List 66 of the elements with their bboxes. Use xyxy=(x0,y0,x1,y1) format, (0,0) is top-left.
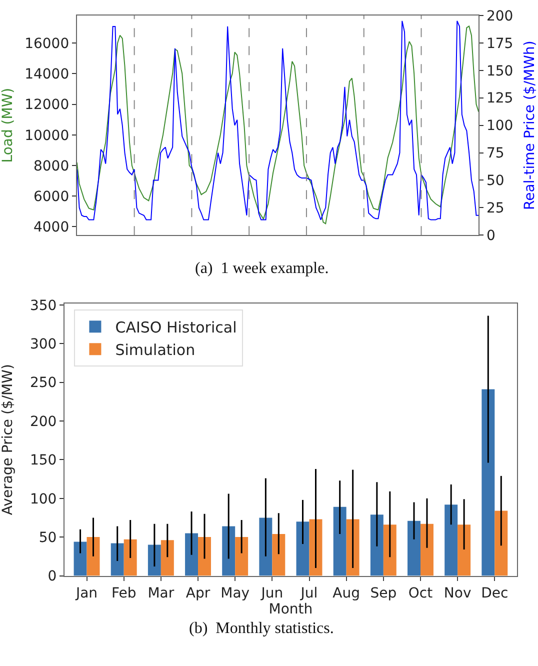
y2-tick-label: 200 xyxy=(486,8,514,24)
bar xyxy=(370,514,384,576)
y-tick-label: 350 xyxy=(30,298,57,314)
bar xyxy=(408,520,420,576)
bar xyxy=(110,543,124,576)
x-tick-label: Apr xyxy=(186,586,210,602)
bar xyxy=(482,389,495,576)
y-axis-title: Load (MW) xyxy=(0,88,16,163)
y2-tick-label: 125 xyxy=(486,90,514,107)
y-tick-label: 150 xyxy=(30,452,57,469)
x-axis-title: Month xyxy=(268,602,313,618)
y2-tick-label: 150 xyxy=(486,63,514,80)
x-tick-label: Oct xyxy=(408,586,434,602)
y-axis-title: Average Price ($/MW) xyxy=(0,364,16,516)
bar xyxy=(148,544,161,576)
y2-tick-label: 25 xyxy=(486,200,504,217)
bar xyxy=(74,542,87,576)
bar xyxy=(383,524,396,576)
bar xyxy=(444,504,458,576)
x-tick-label: Jul xyxy=(300,586,318,602)
x-tick-label: Aug xyxy=(332,586,360,602)
bar xyxy=(259,518,272,576)
bar xyxy=(458,524,471,576)
y2-tick-label: 0 xyxy=(486,228,496,244)
x-tick-label: May xyxy=(220,586,250,602)
y-tick-label: 50 xyxy=(38,530,57,546)
bar xyxy=(296,522,310,576)
bar xyxy=(198,537,211,576)
legend-label: CAISO Historical xyxy=(115,318,237,336)
x-tick-label: Sep xyxy=(370,586,397,602)
text: (b) Monthly statistics. xyxy=(189,620,334,637)
bar xyxy=(420,524,434,576)
y-tick-label: 14000 xyxy=(24,66,70,83)
y-tick-label: 16000 xyxy=(24,36,70,52)
bar xyxy=(494,510,508,576)
bar xyxy=(333,506,346,576)
x-tick-label: Dec xyxy=(481,586,508,602)
y-tick-label: 6000 xyxy=(33,189,70,206)
y-tick-label: 10000 xyxy=(24,128,70,144)
x-tick-label: Feb xyxy=(111,586,136,602)
bar xyxy=(235,537,248,576)
y-tick-label: 250 xyxy=(30,375,57,392)
bar xyxy=(222,526,236,576)
y-tick-label: 12000 xyxy=(24,97,70,114)
bar xyxy=(124,539,137,576)
y2-tick-label: 175 xyxy=(486,36,514,52)
y-tick-label: 300 xyxy=(30,336,57,353)
y-tick-label: 4000 xyxy=(33,220,70,236)
y-tick-label: 200 xyxy=(30,414,57,430)
x-tick-label: Jun xyxy=(260,586,284,602)
text: (a) 1 week example. xyxy=(195,260,329,277)
y-tick-label: 100 xyxy=(30,491,57,508)
bar xyxy=(160,540,174,576)
y-tick-label: 8000 xyxy=(33,158,70,174)
x-tick-label: Jan xyxy=(74,586,98,602)
legend-label: Simulation xyxy=(115,340,196,359)
y-tick-label: 0 xyxy=(48,568,57,585)
y2-tick-label: 100 xyxy=(486,118,514,134)
x-tick-label: Nov xyxy=(444,586,472,602)
y2-axis-title: Real-time Price ($/MWh) xyxy=(522,40,538,210)
x-tick-label: Mar xyxy=(148,586,174,602)
bar xyxy=(272,534,286,576)
y2-tick-label: 50 xyxy=(486,173,504,190)
bar xyxy=(86,537,100,576)
bar xyxy=(185,533,198,576)
y2-tick-label: 75 xyxy=(486,146,504,162)
